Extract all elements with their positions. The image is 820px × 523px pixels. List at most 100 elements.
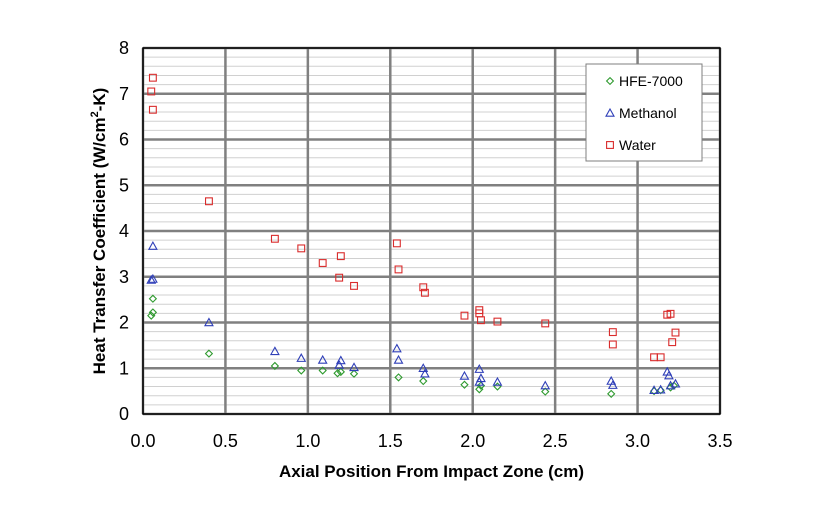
- data-point-square: [608, 340, 617, 349]
- x-tick-label: 0.0: [130, 431, 155, 451]
- data-point-triangle: [655, 384, 666, 394]
- y-axis-title-main: Heat Transfer Coefficient (W/cm: [90, 117, 109, 374]
- x-tick-label: 0.5: [213, 431, 238, 451]
- y-tick-label: 7: [119, 84, 129, 104]
- data-point-triangle: [335, 355, 346, 365]
- data-point-square: [318, 259, 327, 267]
- y-tick-label: 8: [119, 38, 129, 58]
- legend-marker-diamond: [605, 76, 615, 86]
- data-point-diamond: [297, 366, 306, 375]
- data-point-square: [335, 273, 344, 282]
- data-point-square: [148, 105, 157, 114]
- data-point-square: [419, 283, 428, 292]
- data-point-square: [460, 311, 469, 320]
- y-tick-label: 0: [119, 404, 129, 424]
- y-tick-label: 3: [119, 267, 129, 287]
- data-point-square: [668, 338, 677, 347]
- data-point-square: [204, 197, 213, 206]
- data-point-triangle: [334, 359, 345, 369]
- data-point-triangle: [317, 354, 328, 364]
- data-point-triangle: [391, 343, 402, 353]
- data-point-square: [147, 87, 156, 96]
- data-point-square: [541, 319, 550, 328]
- data-point-square: [477, 316, 485, 325]
- data-point-square: [270, 234, 279, 243]
- data-point-diamond: [541, 387, 550, 396]
- data-point-square: [336, 252, 345, 261]
- data-point-triangle: [474, 376, 485, 386]
- series-triangle: [146, 240, 681, 394]
- y-tick-label: 2: [119, 313, 129, 333]
- data-point-diamond: [333, 369, 342, 378]
- data-point-square: [394, 265, 403, 274]
- y-axis-ticks: 0 1 2 3 4 5 6 7 8: [119, 38, 129, 424]
- data-point-triangle: [147, 240, 158, 250]
- y-axis-title-superscript: 2: [89, 111, 101, 117]
- data-point-triangle: [204, 317, 214, 327]
- plot-frame: [142, 47, 721, 415]
- legend-label: Water: [619, 137, 656, 153]
- data-point-triangle: [146, 274, 157, 284]
- data-point-square: [297, 244, 306, 253]
- data-point-square: [656, 353, 665, 362]
- x-axis-ticks: 0.0 0.5 1.0 1.5 2.0 2.5 3.0 3.5: [130, 431, 732, 451]
- data-point-diamond: [270, 361, 280, 371]
- data-point-diamond: [349, 369, 359, 378]
- data-point-triangle: [418, 363, 429, 373]
- data-point-triangle: [540, 380, 551, 390]
- legend-items: HFE-7000 Methanol Water: [605, 73, 683, 153]
- x-tick-label: 3.0: [625, 431, 650, 451]
- data-point-triangle: [147, 273, 158, 283]
- data-point-diamond: [318, 366, 327, 375]
- data-point-square: [392, 239, 401, 248]
- data-point-triangle: [269, 346, 280, 356]
- data-point-triangle: [349, 362, 359, 372]
- data-point-square: [608, 328, 617, 337]
- data-point-diamond: [336, 367, 346, 377]
- y-tick-label: 4: [119, 221, 129, 241]
- legend-entry: Water: [606, 137, 656, 153]
- legend: HFE-7000 Methanol Water: [585, 63, 703, 162]
- legend-box: [585, 63, 703, 162]
- data-point-diamond: [607, 389, 616, 399]
- x-tick-label: 1.0: [295, 431, 320, 451]
- y-tick-label: 1: [119, 358, 129, 378]
- legend-marker-square: [606, 141, 614, 149]
- y-axis-title: Heat Transfer Coefficient (W/cm2-K): [89, 88, 109, 375]
- data-point-diamond: [148, 294, 158, 303]
- data-point-square: [666, 309, 675, 318]
- legend-entry: HFE-7000: [605, 73, 683, 89]
- x-tick-label: 1.5: [378, 431, 403, 451]
- data-point-square: [350, 281, 358, 290]
- legend-entry: Methanol: [605, 105, 677, 121]
- data-point-diamond: [148, 308, 158, 317]
- data-point-triangle: [670, 378, 681, 388]
- data-point-triangle: [492, 376, 503, 386]
- data-point-triangle: [459, 370, 470, 380]
- data-point-triangle: [419, 368, 430, 378]
- data-point-square: [671, 328, 680, 337]
- data-point-diamond: [419, 376, 428, 386]
- data-point-triangle: [393, 354, 404, 364]
- data-point-triangle: [296, 353, 307, 362]
- y-tick-label: 5: [119, 175, 129, 195]
- legend-marker-triangle: [605, 107, 615, 117]
- legend-label: Methanol: [619, 105, 677, 121]
- x-tick-label: 3.5: [707, 431, 732, 451]
- legend-label: HFE-7000: [619, 73, 683, 89]
- data-point-triangle: [663, 370, 674, 380]
- data-point-square: [493, 317, 502, 326]
- x-tick-label: 2.0: [460, 431, 485, 451]
- data-point-triangle: [607, 380, 618, 389]
- x-tick-label: 2.5: [543, 431, 568, 451]
- data-point-diamond: [460, 380, 469, 389]
- y-axis-title-unit: -K): [90, 88, 109, 112]
- data-point-diamond: [204, 349, 214, 358]
- data-point-triangle: [474, 364, 485, 373]
- data-point-square: [420, 288, 429, 297]
- data-point-diamond: [394, 373, 403, 382]
- y-tick-label: 6: [119, 130, 129, 150]
- series-square: [147, 73, 680, 362]
